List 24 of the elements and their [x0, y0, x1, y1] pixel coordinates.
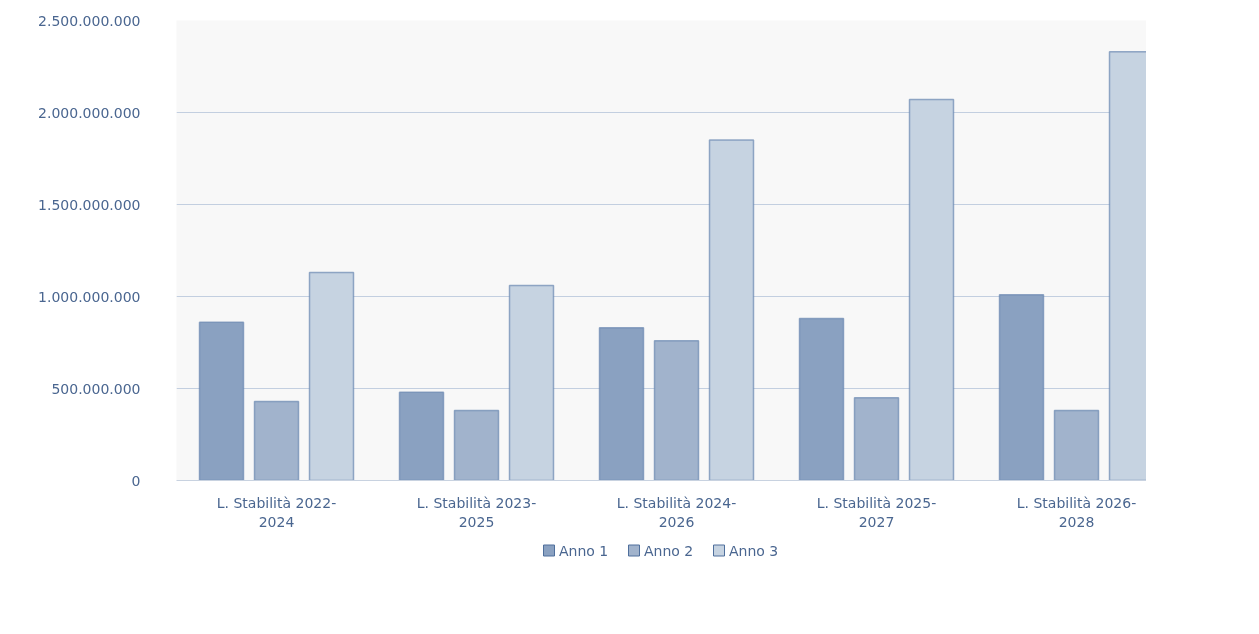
bar — [398, 391, 445, 481]
y-tick-label: 500.000.000 — [51, 380, 141, 397]
bar — [598, 327, 645, 481]
legend-label: Anno 3 — [729, 542, 779, 559]
y-tick-label: 0 — [131, 472, 141, 489]
legend-label: Anno 1 — [559, 542, 609, 559]
legend-label: Anno 2 — [644, 542, 694, 559]
x-tick-label: L. Stabilità 2024-2026 — [616, 494, 737, 530]
bar — [653, 339, 700, 481]
bar — [1053, 409, 1100, 481]
y-tick-label: 1.500.000.000 — [38, 196, 141, 213]
x-tick-label: L. Stabilità 2026-2028 — [1016, 494, 1137, 530]
bar — [798, 317, 845, 481]
bar — [453, 409, 500, 481]
x-tick-label: L. Stabilità 2022-2024 — [216, 494, 337, 530]
bar — [853, 396, 900, 481]
bar — [253, 400, 300, 481]
x-tick-label: L. Stabilità 2023-2025 — [416, 494, 537, 530]
y-tick-label: 2.500.000.000 — [38, 12, 141, 29]
bar — [198, 321, 245, 481]
y-tick-label: 2.000.000.000 — [38, 104, 141, 121]
y-tick-label: 1.000.000.000 — [38, 288, 141, 305]
x-tick-label: L. Stabilità 2025-2027 — [816, 494, 937, 530]
bar — [998, 293, 1045, 481]
